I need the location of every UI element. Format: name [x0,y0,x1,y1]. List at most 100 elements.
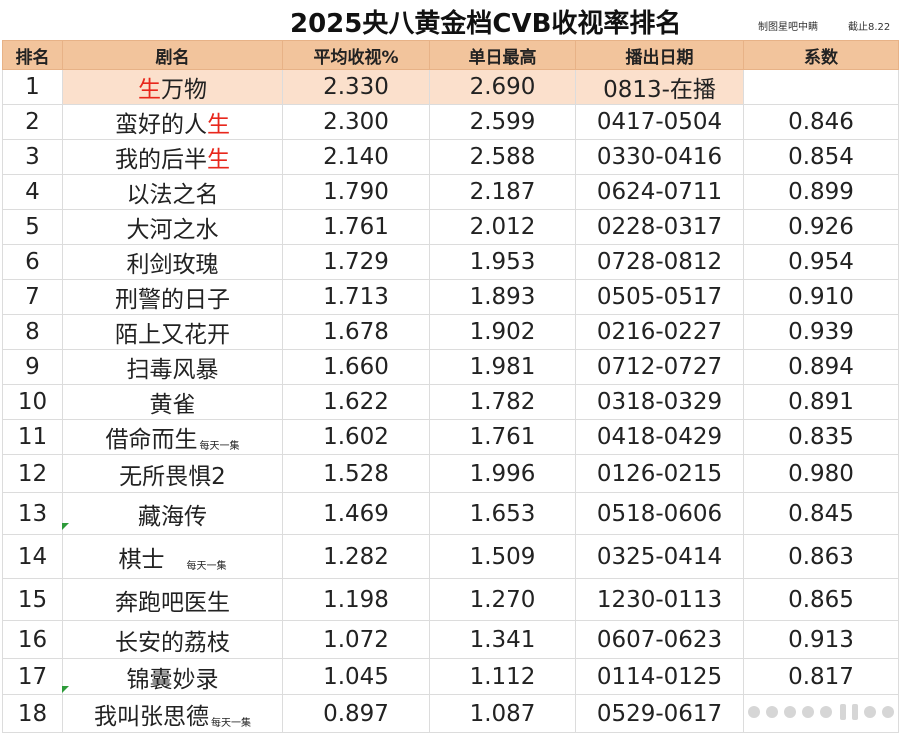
table-row: 6 利剑玫瑰 1.729 1.953 0728-0812 0.954 [2,244,899,280]
cell-rank: 4 [2,174,63,210]
cell-avg: 1.198 [282,578,430,621]
cell-avg: 1.469 [282,492,430,535]
cell-rank: 6 [2,244,63,280]
cell-peak: 1.782 [429,384,576,420]
drama-name-part: 生 [138,77,161,103]
cell-dates: 0126-0215 [575,454,744,493]
cell-peak: 1.112 [429,658,576,695]
cell-dates: 0728-0812 [575,244,744,280]
cell-coef: 0.845 [743,492,899,535]
cell-dates: 0607-0623 [575,620,744,659]
cell-name: 无所畏惧2 [62,454,283,493]
table-body: 1 生万物 2.330 2.690 0813-在播 2 蛮好的人生 2.300 2.599 041… [2,69,899,733]
table-row: 11 借命而生 每天一集 1.602 1.761 0418-0429 0.835 [2,419,899,455]
cell-name: 我的后半生 [62,139,283,175]
cell-dates: 0418-0429 [575,419,744,455]
cell-peak: 1.087 [429,694,576,733]
table-row: 7 刑警的日子 1.713 1.893 0505-0517 0.910 [2,279,899,315]
cell-peak: 1.509 [429,534,576,579]
cell-rank: 14 [2,534,63,579]
cell-avg: 1.678 [282,314,430,350]
cell-avg: 1.790 [282,174,430,210]
table-row: 15 奔跑吧医生 1.198 1.270 1230-0113 0.865 [2,578,899,621]
cell-coef: 0.817 [743,658,899,695]
cell-rank: 18 [2,694,63,733]
cell-name: 利剑玫瑰 [62,244,283,280]
cell-avg: 1.045 [282,658,430,695]
table-header-row: 排名 剧名 平均收视% 单日最高 播出日期 系数 [2,40,899,70]
drama-name-part: 借命而生 [105,427,198,453]
cutoff-date: 截止8.22 [848,22,891,33]
cell-name: 黄雀 [62,384,283,420]
drama-name-part: 我叫张思德 [94,703,209,730]
cell-dates: 0216-0227 [575,314,744,350]
cell-dates: 0712-0727 [575,349,744,385]
cell-name: 藏海传 [62,492,283,535]
table-row: 8 陌上又花开 1.678 1.902 0216-0227 0.939 [2,314,899,350]
comment-marker [62,686,69,693]
drama-name-part: 生 [207,147,230,173]
cell-coef: 0.891 [743,384,899,420]
cell-name: 蛮好的人生 [62,104,283,140]
table-row: 9 扫毒风暴 1.660 1.981 0712-0727 0.894 [2,349,899,385]
episode-note: 每天一集 [186,560,227,572]
episode-note: 每天一集 [211,717,251,729]
cell-peak: 1.902 [429,314,576,350]
cell-name: 扫毒风暴 [62,349,283,385]
col-header-dates: 播出日期 [575,40,744,70]
cell-avg: 1.713 [282,279,430,315]
cell-rank: 3 [2,139,63,175]
table-row: 3 我的后半生 2.140 2.588 0330-0416 0.854 [2,139,899,175]
drama-name-part: 长安的荔枝 [115,629,230,656]
drama-name-part: 奔跑吧医生 [115,589,230,616]
cell-name: 刑警的日子 [62,279,283,315]
ratings-table: 排名 剧名 平均收视% 单日最高 播出日期 系数 1 生万物 2.330 2.690 0… [2,40,899,733]
drama-name-part: 大河之水 [126,217,219,243]
cell-rank: 10 [2,384,63,420]
cell-dates: 0325-0414 [575,534,744,579]
cell-coef [743,69,899,105]
cell-dates: 0318-0329 [575,384,744,420]
drama-name-part: 锦囊妙录 [126,666,219,693]
title-bar: 2025央八黄金档CVB收视率排名 制图星吧中瞒 截止8.22 [0,0,904,40]
cell-peak: 2.599 [429,104,576,140]
cell-rank: 9 [2,349,63,385]
cell-coef: 0.846 [743,104,899,140]
cell-peak: 1.270 [429,578,576,621]
table-row: 10 黄雀 1.622 1.782 0318-0329 0.891 [2,384,899,420]
table-row: 12 无所畏惧2 1.528 1.996 0126-0215 0.980 [2,454,899,493]
cell-coef: 0.910 [743,279,899,315]
cell-rank: 8 [2,314,63,350]
cell-coef: 0.913 [743,620,899,659]
cell-coef: 0.835 [743,419,899,455]
table-row: 1 生万物 2.330 2.690 0813-在播 [2,69,899,105]
cell-coef: 0.854 [743,139,899,175]
comment-marker [62,523,69,530]
col-header-avg: 平均收视% [282,40,430,70]
cell-name: 长安的荔枝 [62,620,283,659]
cell-rank: 13 [2,492,63,535]
table-row: 17 锦囊妙录 1.045 1.112 0114-0125 0.817 [2,658,899,695]
drama-name-part: 我的后半 [115,147,207,173]
cell-name: 锦囊妙录 [62,658,283,695]
cell-avg: 1.761 [282,209,430,245]
cell-peak: 2.588 [429,139,576,175]
col-header-name: 剧名 [62,40,283,70]
page-title: 2025央八黄金档CVB收视率排名 [290,9,682,39]
cell-name: 陌上又花开 [62,314,283,350]
drama-name-part: 陌上又花开 [115,322,230,348]
cell-coef: 0.894 [743,349,899,385]
cell-dates: 0330-0416 [575,139,744,175]
cell-rank: 2 [2,104,63,140]
cell-dates: 1230-0113 [575,578,744,621]
cell-avg: 2.330 [282,69,430,105]
cell-rank: 16 [2,620,63,659]
cell-dates: 0114-0125 [575,658,744,695]
drama-name-part: 无所畏惧2 [119,463,226,490]
cell-avg: 0.897 [282,694,430,733]
cell-peak: 1.761 [429,419,576,455]
drama-name-part: 万物 [161,77,207,103]
cell-coef: 0.865 [743,578,899,621]
cell-dates: 0529-0617 [575,694,744,733]
cell-peak: 1.996 [429,454,576,493]
